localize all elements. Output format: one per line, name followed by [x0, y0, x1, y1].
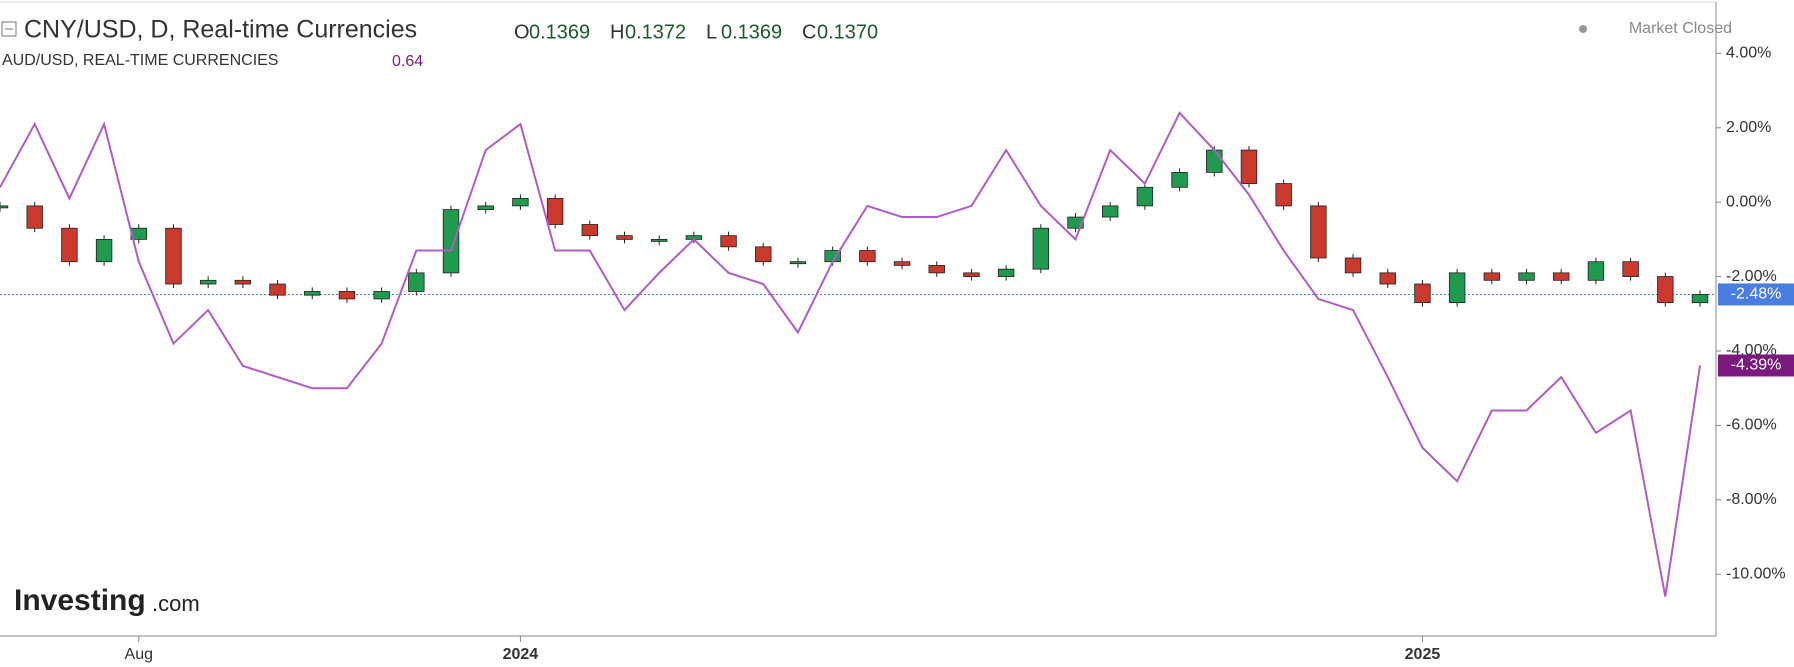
- candle: [373, 291, 390, 300]
- y-tick-label: -2.00%: [1726, 268, 1777, 285]
- candle: [997, 268, 1015, 277]
- candle: [755, 246, 772, 263]
- candle: [61, 227, 78, 263]
- x-tick-label: 2024: [503, 646, 539, 663]
- candle: [1553, 272, 1570, 281]
- market-status: Market Closed: [1629, 20, 1732, 37]
- candle: [1171, 172, 1188, 188]
- price-tag-label: -2.48%: [1731, 286, 1782, 303]
- x-tick-label: Aug: [125, 646, 153, 663]
- candle: [199, 279, 217, 285]
- candle: [893, 261, 911, 266]
- candle: [1101, 205, 1119, 218]
- price-tag-label: -4.39%: [1731, 357, 1782, 374]
- candle: [442, 209, 460, 274]
- candle: [1448, 272, 1466, 304]
- compare-title: AUD/USD, REAL-TIME CURRENCIES: [2, 52, 278, 69]
- ohlc-key: C: [802, 21, 816, 43]
- candle: [1483, 272, 1501, 281]
- candle: [1587, 261, 1605, 281]
- candle: [408, 272, 425, 292]
- series-line: [0, 111, 1701, 597]
- candle: [304, 291, 321, 296]
- y-tick-label: -6.00%: [1726, 417, 1777, 434]
- candle: [1032, 227, 1050, 270]
- brand-logo: Investing: [14, 584, 146, 617]
- candle: [234, 279, 252, 285]
- ohlc-value: 0.1369: [721, 21, 782, 43]
- y-tick-label: 0.00%: [1726, 193, 1771, 210]
- candle: [859, 250, 876, 263]
- candle: [789, 261, 807, 265]
- y-tick-label: 2.00%: [1726, 119, 1771, 136]
- candle: [165, 227, 182, 285]
- y-tick-label: 4.00%: [1726, 45, 1771, 62]
- price-tag: [1718, 283, 1794, 306]
- y-tick-label: -10.00%: [1726, 565, 1786, 582]
- candle: [1657, 276, 1674, 304]
- chart-title: CNY/USD, D, Real-time Currencies: [24, 16, 417, 44]
- price-tag: [1718, 354, 1794, 377]
- candle: [269, 283, 286, 296]
- candle: [0, 205, 9, 209]
- candle: [1136, 186, 1154, 207]
- candle: [1275, 183, 1292, 207]
- y-tick-label: -8.00%: [1726, 491, 1777, 508]
- brand-suffix: .com: [152, 591, 200, 616]
- candle: [1067, 216, 1084, 229]
- ohlc-value: 0.1369: [529, 21, 590, 43]
- candle: [616, 235, 633, 240]
- ohlc-key: L: [706, 21, 717, 43]
- ohlc-value: 0.1372: [625, 21, 686, 43]
- candle: [1518, 272, 1535, 281]
- candle: [1240, 149, 1258, 184]
- status-dot: [1579, 25, 1587, 33]
- candle: [963, 272, 980, 277]
- plot-area: [0, 111, 1716, 597]
- candle: [1379, 272, 1396, 285]
- x-tick-label: 2025: [1405, 646, 1441, 663]
- candle: [95, 238, 113, 263]
- ohlc-key: H: [610, 21, 624, 43]
- ohlc-key: O: [514, 21, 530, 43]
- candle: [1622, 261, 1639, 277]
- candle: [581, 224, 599, 237]
- candle: [1310, 205, 1327, 259]
- candle: [512, 198, 529, 207]
- ohlc-value: 0.1370: [817, 21, 878, 43]
- collapse-icon[interactable]: [1, 21, 17, 37]
- compare-value: 0.64: [392, 53, 423, 70]
- candle: [477, 205, 494, 211]
- candle: [338, 291, 356, 300]
- candle: [1344, 257, 1362, 274]
- candle: [1414, 283, 1431, 304]
- candle: [1691, 294, 1709, 304]
- candle: [546, 198, 564, 225]
- candle: [720, 235, 737, 248]
- candle: [26, 205, 43, 229]
- candle: [1206, 149, 1223, 173]
- candle: [928, 265, 945, 274]
- candle: [650, 238, 668, 242]
